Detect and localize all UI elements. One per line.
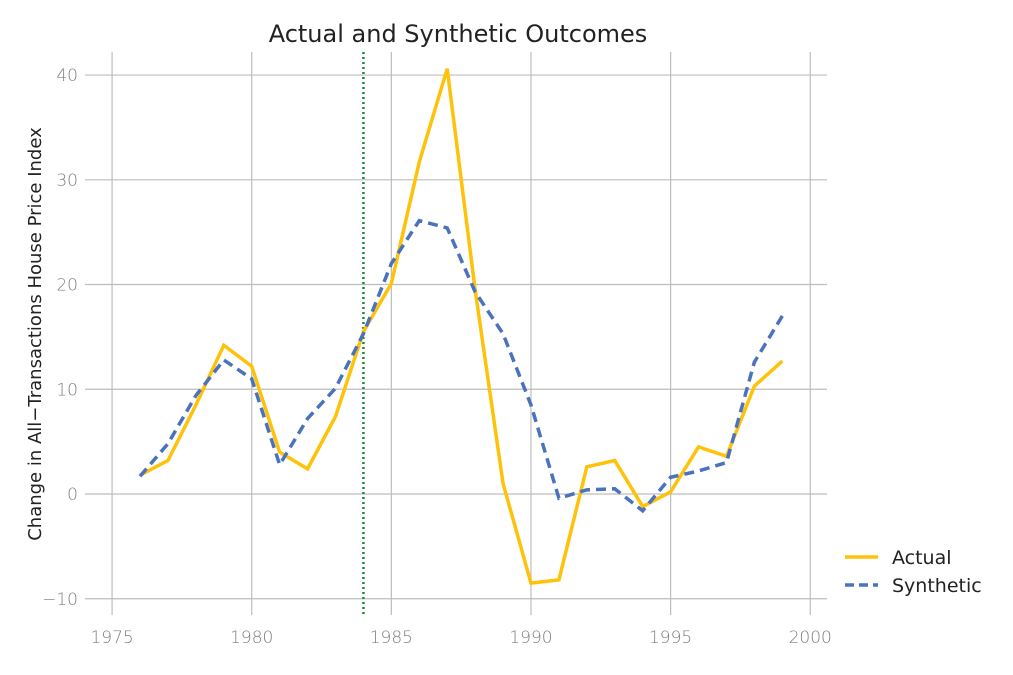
series-line-actual (139, 68, 784, 585)
x-tick-label: 1980 (230, 628, 273, 648)
y-tick-label: 30 (56, 171, 78, 191)
y-tick-label: 20 (56, 276, 78, 296)
y-tick-label: −10 (42, 590, 78, 610)
y-axis-label: Change in All−Transactions House Price I… (25, 127, 46, 541)
x-tick-label: 1975 (90, 628, 133, 648)
x-tick-label: 1990 (509, 628, 552, 648)
x-tick-label: 1995 (649, 628, 692, 648)
y-tick-label: 40 (56, 66, 78, 86)
x-tick-label: 2000 (789, 628, 832, 648)
x-ticks: 1975 1980 1985 1990 1995 2000 (90, 628, 831, 648)
legend-label-actual: Actual (892, 547, 952, 569)
legend-label-synthetic: Synthetic (892, 575, 982, 597)
y-ticks: −10 0 10 20 30 40 (42, 66, 78, 610)
x-tick-label: 1985 (370, 628, 413, 648)
legend: Actual Synthetic (845, 547, 982, 597)
y-tick-label: 10 (56, 380, 78, 400)
chart-title: Actual and Synthetic Outcomes (269, 20, 648, 48)
grid (85, 52, 827, 615)
y-tick-label: 0 (67, 485, 78, 505)
series-lines (138, 68, 784, 585)
series-line-synthetic (138, 218, 784, 514)
